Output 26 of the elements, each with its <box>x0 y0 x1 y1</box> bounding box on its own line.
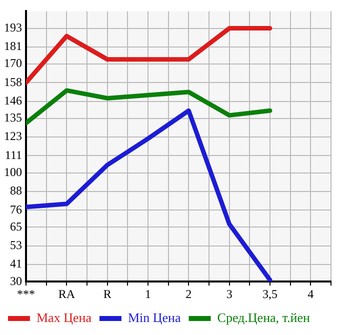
y-tick-label: 123 <box>4 129 22 144</box>
x-tick-label: 4 <box>308 286 314 301</box>
y-tick-label: 100 <box>4 164 22 179</box>
y-tick-label: 88 <box>10 184 22 198</box>
y-tick-label: 41 <box>10 256 22 271</box>
legend-label: Max Цена <box>36 310 92 325</box>
legend-label: Min Цена <box>128 310 181 325</box>
y-tick-label: 193 <box>4 20 22 34</box>
x-tick-label: 1 <box>145 286 151 301</box>
x-tick-label: 3,5 <box>262 286 278 301</box>
y-tick-label: 146 <box>4 93 22 108</box>
y-tick-label: 30 <box>10 274 22 288</box>
x-tick-label: R <box>103 286 112 301</box>
y-tick-label: 53 <box>10 238 22 252</box>
x-tick-label: 2 <box>186 286 192 301</box>
y-tick-label: 170 <box>4 56 22 70</box>
y-tick-label: 65 <box>10 219 22 234</box>
y-tick-label: 135 <box>4 110 22 125</box>
y-tick-label: 158 <box>4 74 22 89</box>
y-tick-label: 76 <box>10 202 22 216</box>
legend-label: Сред.Цена, т.йен <box>217 310 310 325</box>
x-tick-label: 3 <box>226 286 232 301</box>
y-tick-label: 111 <box>4 148 22 162</box>
y-tick-label: 181 <box>4 39 22 54</box>
x-tick-label: RA <box>58 286 76 301</box>
x-tick-label: *** <box>17 286 35 301</box>
